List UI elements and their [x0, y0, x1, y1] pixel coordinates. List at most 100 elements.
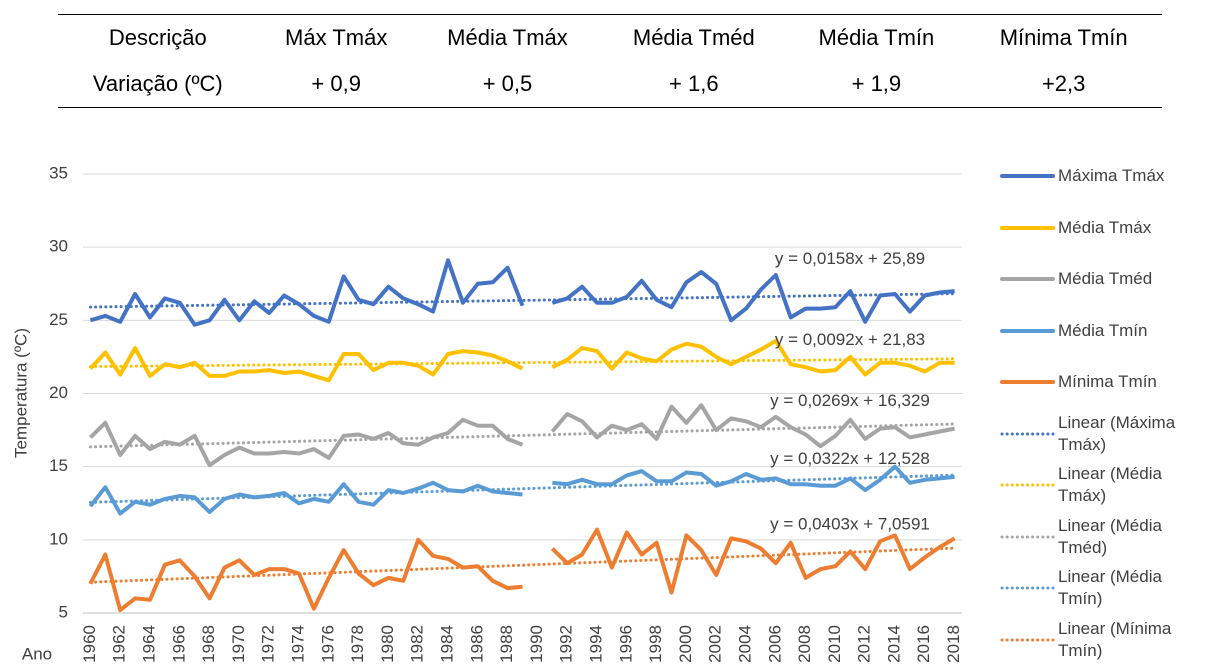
x-tick-label: 1968 [199, 625, 218, 663]
legend-label: Linear (Média Tméd) [1058, 515, 1162, 557]
table-header-row: Descrição Máx Tmáx Média Tmáx Média Tméd Méd… [58, 15, 1162, 62]
legend-swatch [1000, 277, 1055, 281]
x-axis-label: Ano [22, 644, 52, 663]
legend-item: Média Tméd [1000, 253, 1208, 305]
table-header-cell: Média Tmáx [447, 25, 568, 50]
y-tick-label: 30 [49, 237, 68, 256]
trendline-equation: y = 0,0403x + 7,0591 [770, 515, 930, 534]
legend-item: Máxima Tmáx [1000, 150, 1208, 202]
legend: Máxima Tmáx Média Tmáx Média Tméd Média Tmí… [1000, 0, 1208, 671]
table-header-cell: Média Tméd [632, 25, 755, 50]
legend-swatch [1000, 483, 1055, 487]
x-tick-label: 1992 [557, 625, 576, 663]
series-line [89, 403, 955, 468]
x-tick-label: 1960 [80, 625, 99, 663]
x-tick-label: 1996 [616, 625, 635, 663]
table-cell: + 0,9 [311, 71, 361, 96]
variation-table: Descrição Máx Tmáx Média Tmáx Média Tméd Méd… [58, 14, 1162, 108]
legend-swatch [1000, 432, 1055, 435]
x-tick-label: 1988 [497, 625, 516, 663]
table-header-cell: Descrição [108, 25, 207, 50]
x-tick-label: 1998 [646, 625, 665, 663]
trendline-equation: y = 0,0269x + 16,329 [770, 391, 930, 410]
legend-swatch [1000, 174, 1055, 178]
series-line [88, 464, 955, 516]
chart: Temperatura (ºC) Ano 5 10 15 20 25 30 35 1960 19… [11, 163, 963, 663]
legend-item: Mínima Tmín [1000, 356, 1208, 408]
x-tick-label: 2000 [676, 625, 695, 663]
table-header-cell: Mínima Tmín [999, 25, 1128, 50]
legend-label: Média Tmín [1058, 320, 1148, 340]
trendline-equation: y = 0,0322x + 12,528 [770, 449, 930, 468]
y-tick-label: 5 [59, 602, 68, 621]
x-tick-label: 2018 [944, 625, 963, 663]
x-tick-label: 1980 [378, 625, 397, 663]
trendline [88, 422, 957, 449]
x-tick-label: 1962 [110, 625, 129, 663]
x-tick-label: 1990 [527, 625, 546, 663]
y-tick-label: 20 [49, 383, 68, 402]
y-axis-label: Temperatura (ºC) [11, 328, 30, 458]
x-tick-label: 1982 [408, 625, 427, 663]
x-tick-label: 1970 [229, 625, 248, 663]
trendline-equation: y = 0,0092x + 21,83 [775, 330, 925, 349]
x-tick-label: 1964 [140, 625, 159, 663]
legend-label: Linear (Máxima Tmáx) [1058, 412, 1176, 454]
legend-swatch [1000, 535, 1055, 538]
legend-label: Média Tméd [1058, 269, 1153, 288]
series-line [88, 338, 955, 383]
x-tick-label: 1974 [289, 625, 308, 663]
table-cell: + 1,9 [851, 71, 902, 96]
legend-swatch [1000, 328, 1055, 333]
legend-label: Linear (Mínima Tmín) [1058, 618, 1172, 660]
legend-label: Linear (Média Tmáx) [1058, 464, 1162, 505]
series-line [88, 527, 956, 613]
table-header-cell: Máx Tmáx [285, 25, 388, 50]
table-cell: + 0,5 [482, 71, 533, 96]
x-tick-label: 1972 [259, 625, 278, 663]
trendline-equation: y = 0,0158x + 25,89 [775, 249, 925, 268]
series-line [89, 258, 955, 327]
x-tick-label: 2010 [825, 625, 844, 663]
table-cell: Variação (ºC) [92, 71, 223, 96]
x-tick-label: 1976 [318, 625, 337, 663]
x-tick-label: 1986 [467, 625, 486, 663]
x-tick-label: 2008 [795, 625, 814, 663]
y-tick-label: 25 [49, 310, 68, 329]
legend-item: Média Tmín [1000, 305, 1208, 357]
legend-label: Máxima Tmáx [1058, 166, 1165, 185]
legend-label: Média Tmáx [1058, 217, 1152, 237]
legend-label: Mínima Tmín [1058, 372, 1157, 391]
legend-item: Média Tmáx [1000, 202, 1208, 254]
y-tick-label: 10 [49, 529, 68, 548]
legend-swatch [1000, 380, 1055, 384]
x-tick-label: 2002 [706, 625, 725, 663]
table-row: Variação (ºC) + 0,9 + 0,5 + 1,6 + 1,9 +2,3 [58, 61, 1162, 108]
x-tick-label: 2004 [735, 625, 754, 663]
legend-item: Linear (Média Tmín) [1000, 562, 1208, 614]
table-header-cell: Média Tmín [818, 25, 935, 50]
trendline [88, 473, 957, 504]
legend-swatch [1000, 638, 1055, 641]
x-tick-label: 2014 [884, 625, 903, 663]
legend-label: Linear (Média Tmín) [1058, 567, 1162, 608]
x-tick-label: 1994 [586, 625, 605, 663]
trendline [88, 357, 957, 369]
x-tick-label: 2006 [765, 625, 784, 663]
x-tick-label: 1966 [169, 625, 188, 663]
y-tick-label: 35 [49, 163, 68, 182]
legend-swatch [1000, 225, 1055, 230]
legend-swatch [1000, 586, 1055, 590]
x-tick-label: 1978 [348, 625, 367, 663]
legend-item: Linear (Máxima Tmáx) [1000, 408, 1208, 460]
trendline [88, 546, 957, 584]
legend-item: Linear (Média Tmáx) [1000, 459, 1208, 511]
x-tick-label: 2016 [914, 625, 933, 663]
legend-item: Linear (Mínima Tmín) [1000, 614, 1208, 666]
x-tick-label: 2012 [855, 625, 874, 663]
legend-item: Linear (Média Tméd) [1000, 511, 1208, 563]
x-tick-label: 1984 [437, 625, 456, 663]
y-tick-label: 15 [49, 456, 68, 475]
table-cell: + 1,6 [669, 71, 719, 96]
